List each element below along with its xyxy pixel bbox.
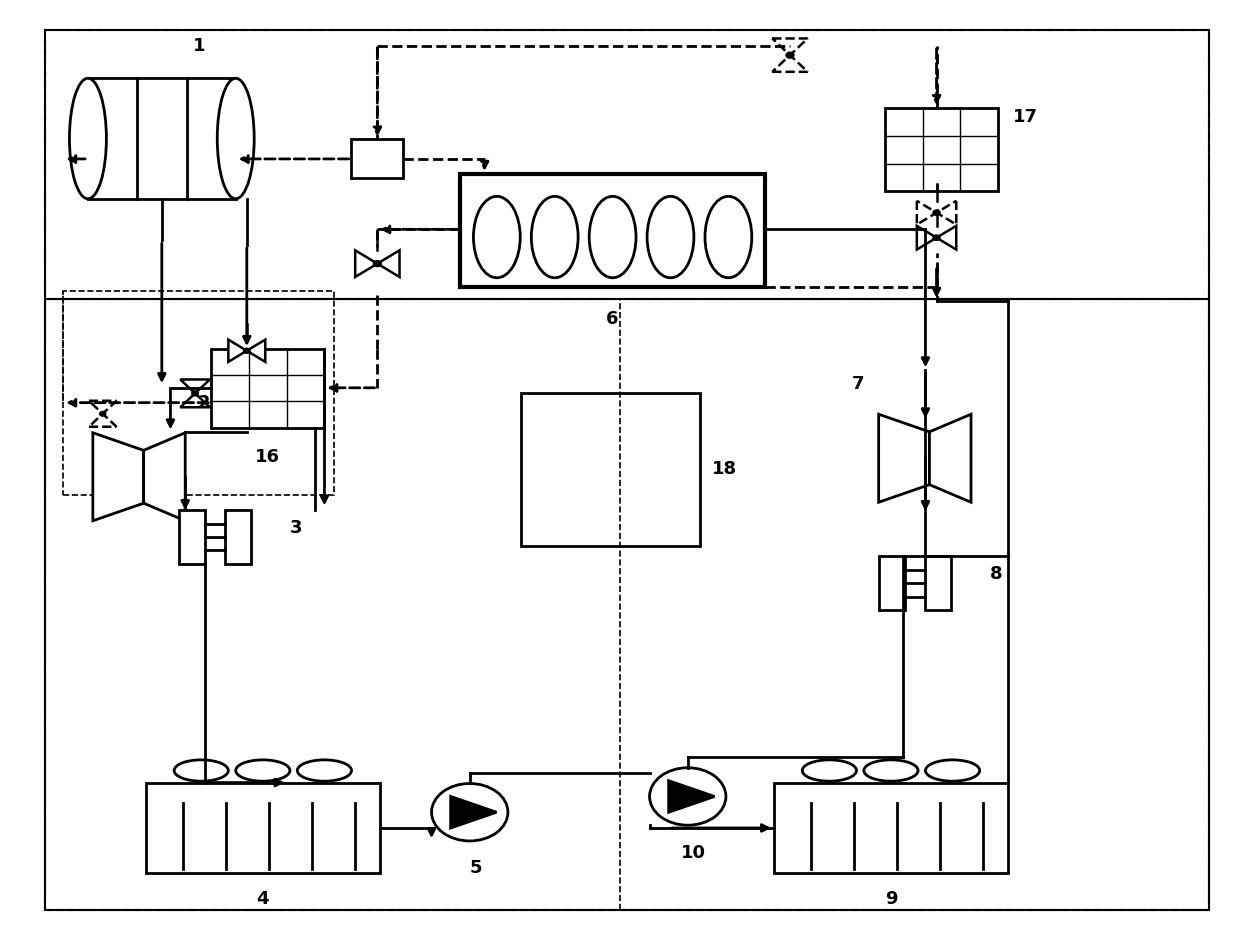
Circle shape — [373, 261, 382, 266]
Text: 10: 10 — [682, 843, 707, 862]
Text: 16: 16 — [255, 448, 280, 466]
Ellipse shape — [925, 760, 980, 781]
Bar — [146, 783, 379, 873]
Bar — [774, 783, 1008, 873]
Ellipse shape — [802, 760, 857, 781]
Circle shape — [650, 768, 725, 826]
Polygon shape — [773, 38, 807, 55]
Circle shape — [432, 784, 508, 841]
Polygon shape — [144, 433, 185, 521]
Polygon shape — [180, 394, 210, 408]
Bar — [925, 556, 951, 611]
Bar — [45, 299, 1209, 911]
Ellipse shape — [298, 760, 351, 781]
Bar — [460, 174, 765, 287]
Bar — [885, 108, 998, 192]
Text: 3: 3 — [290, 519, 303, 537]
Text: 8: 8 — [990, 565, 1002, 583]
Polygon shape — [93, 433, 144, 521]
Text: 2: 2 — [197, 394, 210, 412]
Polygon shape — [668, 781, 714, 813]
Polygon shape — [916, 226, 936, 250]
Polygon shape — [879, 414, 930, 502]
Text: 9: 9 — [884, 890, 898, 908]
Polygon shape — [89, 414, 117, 426]
Ellipse shape — [706, 196, 751, 278]
Ellipse shape — [589, 196, 636, 278]
Circle shape — [932, 235, 940, 240]
Polygon shape — [89, 401, 117, 414]
Polygon shape — [228, 339, 247, 362]
Bar — [88, 79, 236, 199]
Text: 5: 5 — [470, 859, 482, 877]
Polygon shape — [355, 251, 377, 277]
Circle shape — [932, 210, 940, 215]
Ellipse shape — [69, 79, 107, 199]
Bar — [226, 511, 252, 564]
Circle shape — [243, 348, 250, 353]
Polygon shape — [936, 226, 956, 250]
Polygon shape — [930, 414, 971, 502]
Circle shape — [192, 391, 198, 396]
Bar — [63, 292, 335, 496]
Text: 4: 4 — [257, 890, 269, 908]
Ellipse shape — [864, 760, 918, 781]
Bar — [45, 30, 1209, 299]
Ellipse shape — [474, 196, 521, 278]
Bar — [522, 394, 701, 546]
Circle shape — [786, 52, 794, 58]
Polygon shape — [180, 380, 210, 394]
Ellipse shape — [217, 79, 254, 199]
Polygon shape — [916, 201, 936, 224]
Text: 7: 7 — [852, 375, 864, 394]
Ellipse shape — [647, 196, 694, 278]
Text: 6: 6 — [606, 310, 619, 328]
Polygon shape — [450, 797, 496, 828]
Text: 17: 17 — [1013, 108, 1038, 126]
Ellipse shape — [531, 196, 578, 278]
Polygon shape — [773, 55, 807, 72]
Bar — [351, 139, 403, 179]
Ellipse shape — [236, 760, 290, 781]
Polygon shape — [377, 251, 399, 277]
Ellipse shape — [174, 760, 228, 781]
Bar — [179, 511, 205, 564]
Bar — [879, 556, 904, 611]
Bar — [211, 349, 325, 427]
Text: 1: 1 — [192, 37, 205, 55]
Text: 18: 18 — [712, 460, 738, 479]
Polygon shape — [936, 201, 956, 224]
Circle shape — [99, 411, 105, 416]
Polygon shape — [247, 339, 265, 362]
